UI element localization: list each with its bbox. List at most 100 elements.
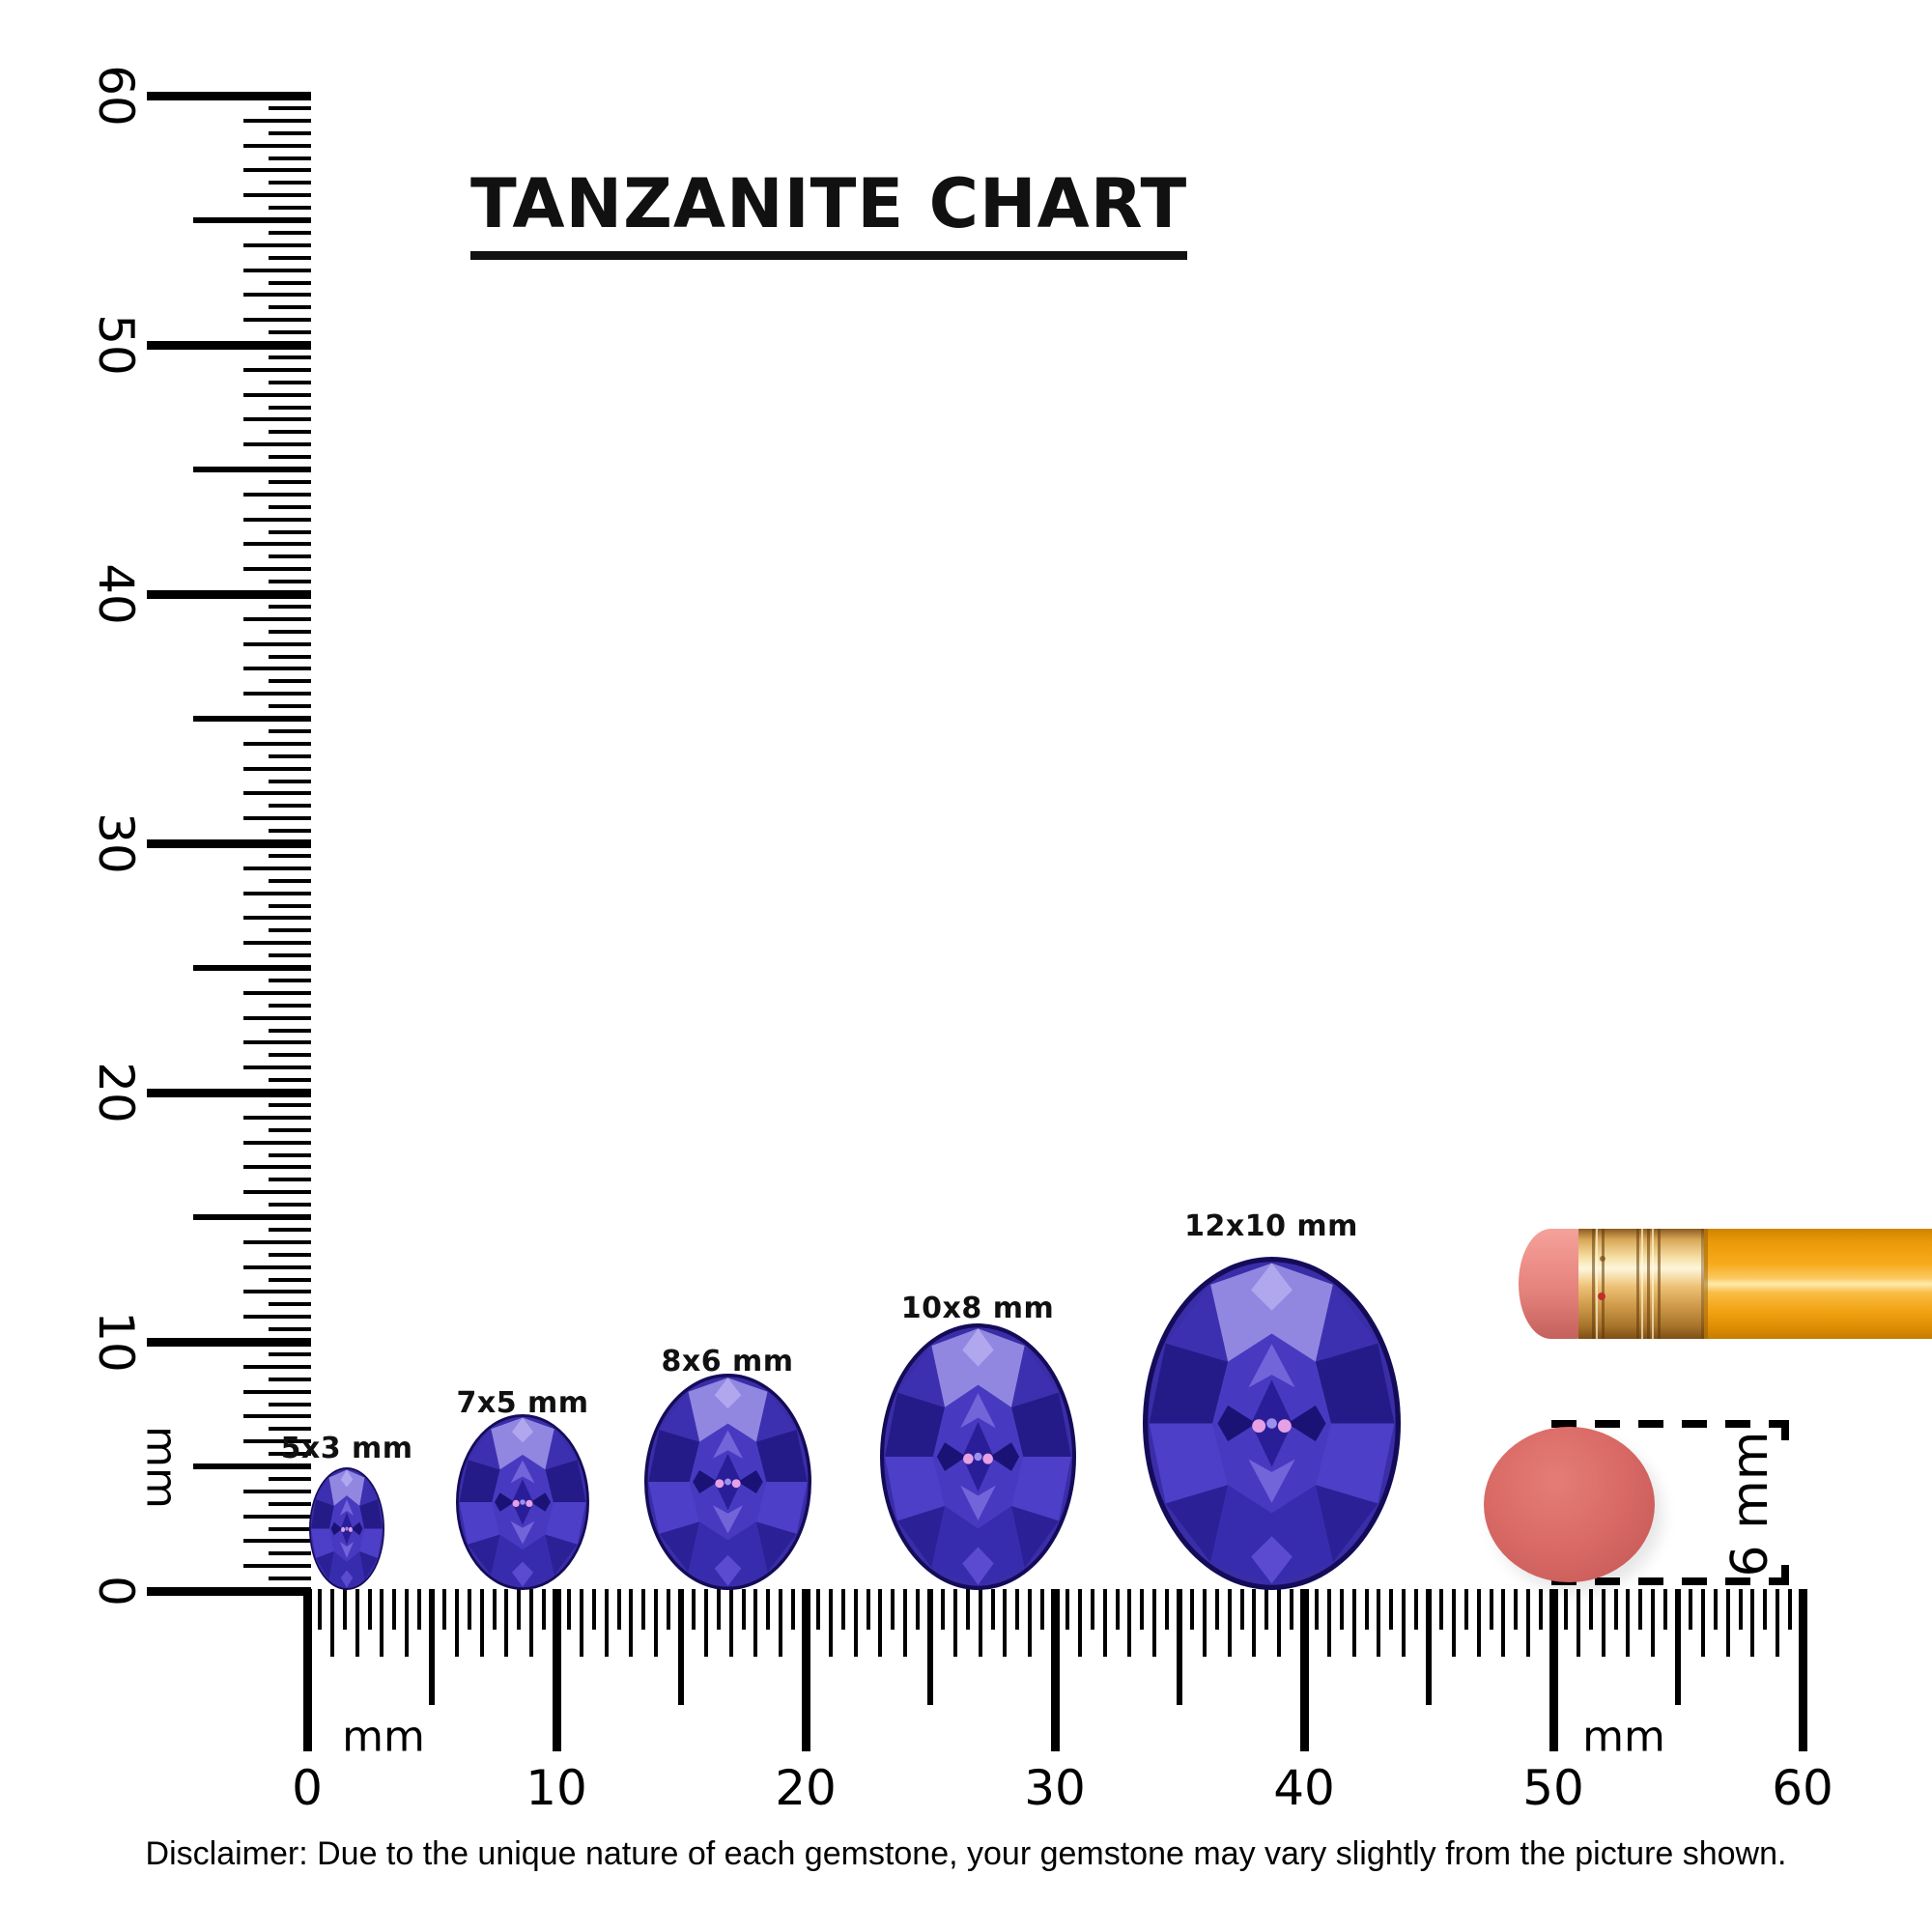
horizontal-ruler-tick xyxy=(940,1589,945,1630)
horizontal-ruler-tick xyxy=(1548,1589,1558,1751)
vertical-ruler-tick xyxy=(243,492,311,497)
horizontal-ruler-tick xyxy=(1152,1589,1157,1657)
vertical-ruler-tick xyxy=(243,542,311,547)
horizontal-ruler-tick xyxy=(965,1589,970,1630)
horizontal-ruler-tick xyxy=(678,1589,684,1705)
vertical-ruler-tick xyxy=(243,293,311,298)
horizontal-ruler-number: 20 xyxy=(775,1760,837,1816)
horizontal-ruler-tick xyxy=(654,1589,659,1657)
vertical-ruler-tick xyxy=(269,455,311,460)
vertical-ruler-tick xyxy=(243,168,311,173)
gem-size-label: 12x10 mm xyxy=(1184,1209,1358,1243)
horizontal-ruler-tick xyxy=(691,1589,696,1630)
vertical-ruler-tick xyxy=(147,838,311,848)
page-title: TANZANITE CHART xyxy=(470,170,1188,260)
horizontal-ruler-tick xyxy=(741,1589,746,1630)
vertical-ruler-tick xyxy=(269,330,311,335)
horizontal-ruler-tick xyxy=(1451,1589,1456,1657)
vertical-ruler-number: 50 xyxy=(88,314,144,376)
vertical-ruler-tick xyxy=(269,305,311,310)
horizontal-ruler-tick xyxy=(552,1589,561,1751)
horizontal-ruler-tick xyxy=(801,1589,810,1751)
horizontal-ruler-tick xyxy=(1713,1589,1718,1630)
vertical-ruler-tick xyxy=(269,753,311,758)
vertical-ruler-number: 40 xyxy=(88,563,144,625)
vertical-ruler-tick xyxy=(269,1127,311,1132)
horizontal-ruler-tick xyxy=(1675,1589,1681,1705)
horizontal-ruler-tick xyxy=(1526,1589,1531,1657)
pencil-illustration xyxy=(1519,1229,1932,1339)
horizontal-ruler-tick xyxy=(1077,1589,1082,1657)
vertical-ruler-tick xyxy=(269,953,311,958)
vertical-ruler-tick xyxy=(243,1190,311,1195)
horizontal-ruler-tick xyxy=(329,1589,334,1657)
horizontal-ruler-tick xyxy=(302,1589,312,1751)
horizontal-ruler-tick xyxy=(1501,1589,1506,1657)
vertical-ruler-number: 0 xyxy=(88,1576,144,1606)
horizontal-ruler-tick xyxy=(1414,1589,1419,1630)
horizontal-ruler-tick xyxy=(791,1589,796,1630)
vertical-ruler-tick xyxy=(243,1290,311,1294)
vertical-ruler-tick xyxy=(243,442,311,447)
horizontal-ruler-tick xyxy=(840,1589,845,1630)
horizontal-ruler-tick xyxy=(1725,1589,1730,1657)
gem-illustration-5x3 xyxy=(309,1467,384,1590)
horizontal-ruler-tick xyxy=(517,1589,522,1630)
vertical-ruler-tick xyxy=(243,1389,311,1394)
gem-illustration-7x5 xyxy=(456,1414,589,1590)
vertical-ruler-tick xyxy=(269,1252,311,1257)
horizontal-ruler-tick xyxy=(1364,1589,1369,1630)
vertical-ruler-tick xyxy=(269,903,311,908)
horizontal-ruler-unit: mm xyxy=(342,1712,425,1762)
horizontal-ruler-tick xyxy=(629,1589,634,1657)
horizontal-ruler-tick xyxy=(1102,1589,1107,1657)
horizontal-ruler-tick xyxy=(1299,1589,1309,1751)
horizontal-ruler-tick xyxy=(641,1589,646,1630)
horizontal-ruler-tick xyxy=(891,1589,895,1630)
horizontal-ruler-number: 30 xyxy=(1024,1760,1086,1816)
vertical-ruler-tick xyxy=(269,255,311,260)
vertical-ruler-tick xyxy=(269,405,311,410)
horizontal-ruler-tick xyxy=(1028,1589,1033,1657)
vertical-ruler-tick xyxy=(269,1102,311,1107)
vertical-ruler-tick xyxy=(269,156,311,160)
horizontal-ruler-tick xyxy=(454,1589,459,1657)
horizontal-ruler-tick xyxy=(1788,1589,1793,1630)
vertical-ruler-tick xyxy=(269,629,311,634)
vertical-ruler-tick xyxy=(269,529,311,534)
gem-size-label: 10x8 mm xyxy=(900,1292,1055,1325)
vertical-ruler-tick xyxy=(269,779,311,783)
vertical-ruler-number: 10 xyxy=(88,1311,144,1373)
pencil-ferrule xyxy=(1578,1229,1706,1339)
horizontal-ruler-tick xyxy=(1776,1589,1780,1657)
vertical-ruler-tick xyxy=(269,1402,311,1406)
horizontal-ruler-tick xyxy=(1065,1589,1069,1630)
horizontal-ruler-tick xyxy=(1040,1589,1045,1630)
horizontal-ruler-number: 40 xyxy=(1273,1760,1335,1816)
vertical-ruler-tick xyxy=(243,417,311,422)
vertical-ruler-tick xyxy=(243,1239,311,1244)
vertical-ruler-tick xyxy=(147,91,311,100)
gem-size-label: 7x5 mm xyxy=(456,1386,589,1420)
horizontal-ruler-tick xyxy=(1601,1589,1605,1657)
horizontal-ruler-tick xyxy=(703,1589,708,1657)
horizontal-ruler-tick xyxy=(1576,1589,1580,1657)
vertical-ruler-tick xyxy=(269,1551,311,1556)
horizontal-ruler-tick xyxy=(1539,1589,1544,1630)
horizontal-ruler-tick xyxy=(1165,1589,1170,1630)
vertical-ruler-tick xyxy=(269,604,311,609)
vertical-ruler-tick xyxy=(147,340,311,350)
horizontal-ruler-tick xyxy=(866,1589,870,1630)
horizontal-ruler-tick xyxy=(815,1589,820,1630)
vertical-ruler-tick xyxy=(269,704,311,709)
vertical-ruler-tick xyxy=(243,916,311,921)
vertical-ruler-tick xyxy=(243,667,311,671)
horizontal-ruler-tick xyxy=(1588,1589,1593,1630)
horizontal-ruler-tick xyxy=(417,1589,422,1630)
horizontal-ruler-tick xyxy=(1700,1589,1705,1657)
horizontal-ruler-tick xyxy=(1763,1589,1768,1630)
vertical-ruler-tick xyxy=(243,741,311,746)
horizontal-ruler-tick xyxy=(367,1589,372,1630)
vertical-ruler-tick xyxy=(243,1165,311,1170)
horizontal-ruler-tick xyxy=(1351,1589,1356,1657)
